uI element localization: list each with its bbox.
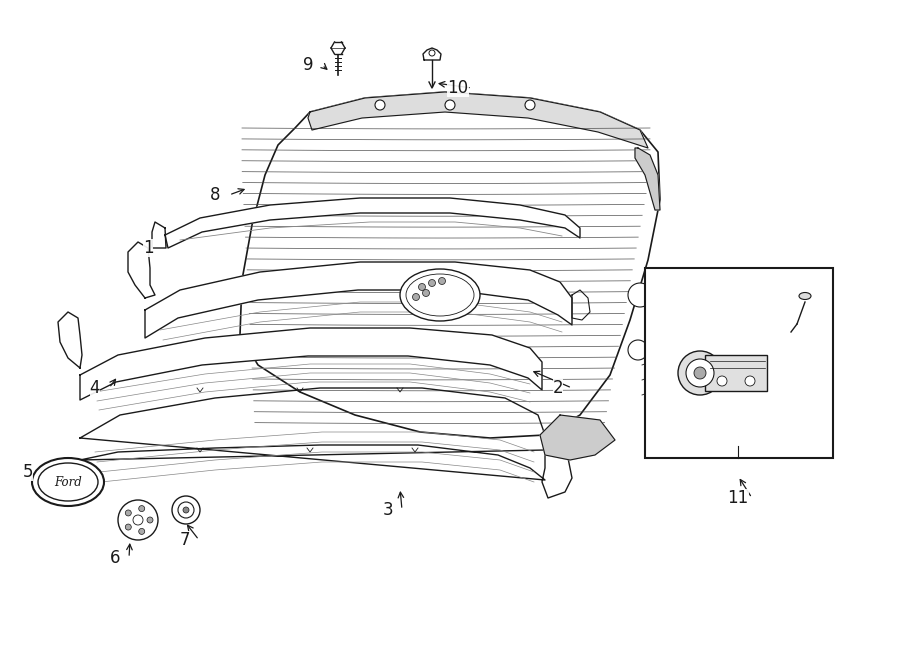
Polygon shape (128, 242, 155, 298)
Polygon shape (152, 222, 166, 248)
Circle shape (678, 351, 722, 395)
Text: 2: 2 (553, 379, 563, 397)
Polygon shape (635, 148, 660, 210)
Polygon shape (80, 388, 572, 498)
Circle shape (172, 496, 200, 524)
Ellipse shape (400, 269, 480, 321)
Circle shape (428, 280, 436, 286)
Circle shape (139, 506, 145, 512)
Circle shape (125, 510, 131, 516)
Circle shape (125, 524, 131, 530)
Circle shape (147, 517, 153, 523)
Bar (705, 355, 767, 391)
Polygon shape (58, 312, 82, 368)
Text: 1: 1 (143, 239, 153, 257)
Text: 8: 8 (210, 186, 220, 204)
Text: Ford: Ford (54, 475, 82, 488)
Text: 3: 3 (382, 501, 393, 519)
Circle shape (139, 528, 145, 534)
Circle shape (412, 293, 419, 301)
Circle shape (445, 100, 455, 110)
Circle shape (418, 284, 426, 290)
Ellipse shape (32, 458, 104, 506)
Circle shape (133, 515, 143, 525)
Circle shape (628, 340, 648, 360)
Polygon shape (308, 92, 648, 148)
Polygon shape (80, 328, 542, 400)
Text: 11: 11 (727, 489, 749, 507)
Circle shape (694, 367, 706, 379)
Text: 10: 10 (447, 79, 469, 97)
Polygon shape (540, 415, 615, 460)
Circle shape (438, 278, 446, 284)
Bar (645, 268, 833, 458)
Text: 4: 4 (90, 379, 100, 397)
Circle shape (628, 283, 652, 307)
Text: 6: 6 (110, 549, 121, 567)
Circle shape (375, 100, 385, 110)
Circle shape (525, 100, 535, 110)
Text: 9: 9 (302, 56, 313, 74)
Circle shape (745, 376, 755, 386)
Circle shape (422, 290, 429, 297)
Polygon shape (165, 198, 580, 248)
Text: 5: 5 (22, 463, 33, 481)
Text: 7: 7 (180, 531, 190, 549)
Ellipse shape (799, 293, 811, 299)
Polygon shape (145, 262, 572, 338)
Polygon shape (240, 92, 660, 438)
Circle shape (717, 376, 727, 386)
Circle shape (183, 507, 189, 513)
Circle shape (686, 359, 714, 387)
Ellipse shape (118, 500, 158, 540)
